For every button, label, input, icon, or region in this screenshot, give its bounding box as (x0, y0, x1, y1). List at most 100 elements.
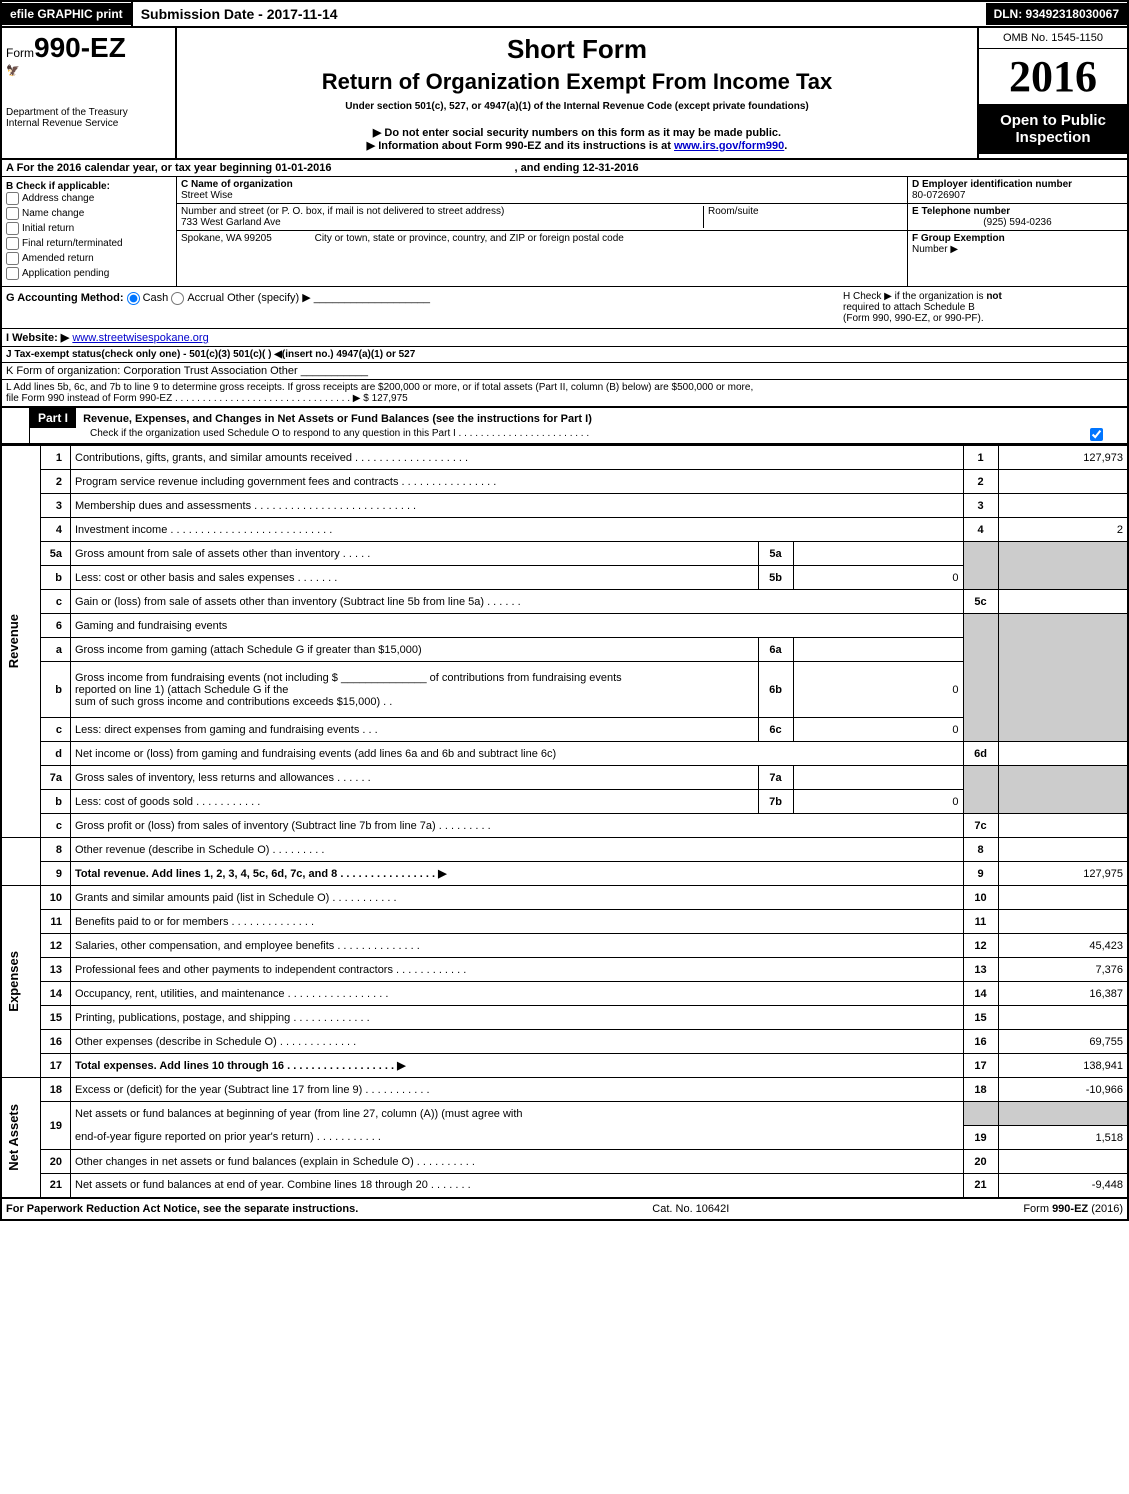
h-req: required to attach Schedule B (843, 302, 975, 313)
shaded-cell (963, 766, 998, 814)
address-change-label: Address change (22, 193, 94, 204)
right-line-num: 10 (963, 886, 998, 910)
amount-cell: 2 (998, 518, 1128, 542)
room-suite-label: Room/suite (708, 206, 903, 217)
l6b-desc3: reported on line 1) (attach Schedule G i… (75, 684, 288, 696)
cash-label: Cash (143, 292, 169, 304)
top-bar-left: efile GRAPHIC print Submission Date - 20… (2, 2, 346, 26)
page-footer: For Paperwork Reduction Act Notice, see … (0, 1199, 1129, 1221)
table-row: b Gross income from fundraising events (… (1, 662, 1128, 718)
amount-cell (998, 910, 1128, 934)
amount-cell: -10,966 (998, 1078, 1128, 1102)
line-num: 5a (41, 542, 71, 566)
right-line-num: 1 (963, 446, 998, 470)
cash-radio[interactable] (127, 292, 140, 305)
table-row: 7a Gross sales of inventory, less return… (1, 766, 1128, 790)
right-line-num: 16 (963, 1030, 998, 1054)
info-prefix: ▶ Information about Form 990-EZ and its … (367, 140, 674, 152)
line-desc: Total revenue. Add lines 1, 2, 3, 4, 5c,… (71, 862, 964, 886)
amount-cell: 7,376 (998, 958, 1128, 982)
line-desc: Other changes in net assets or fund bala… (71, 1150, 964, 1174)
amount-cell: 16,387 (998, 982, 1128, 1006)
shaded-cell (963, 614, 998, 742)
line-num: c (41, 590, 71, 614)
line-desc: Grants and similar amounts paid (list in… (71, 886, 964, 910)
table-row: 4 Investment income . . . . . . . . . . … (1, 518, 1128, 542)
shaded-amount (998, 766, 1128, 814)
f-group-number: Number ▶ (912, 244, 1123, 255)
table-row: 8 Other revenue (describe in Schedule O)… (1, 838, 1128, 862)
section-a-to-l: A For the 2016 calendar year, or tax yea… (0, 160, 1129, 408)
table-row: b Less: cost of goods sold . . . . . . .… (1, 790, 1128, 814)
table-row: 20 Other changes in net assets or fund b… (1, 1150, 1128, 1174)
right-line-num: 11 (963, 910, 998, 934)
mid-label: 6c (758, 718, 793, 742)
other-specify: Other (specify) ▶ (227, 292, 311, 304)
city-value: Spokane, WA 99205 (181, 233, 272, 244)
mid-label: 7b (758, 790, 793, 814)
line-desc: Net assets or fund balances at end of ye… (71, 1174, 964, 1198)
l6b-desc1: Gross income from fundraising events (no… (75, 672, 338, 684)
line-num: a (41, 638, 71, 662)
accrual-radio[interactable] (171, 292, 184, 305)
right-line-num: 21 (963, 1174, 998, 1198)
f-group-label: F Group Exemption (912, 233, 1123, 244)
irs-link[interactable]: www.irs.gov/form990 (674, 140, 784, 152)
city-box: Spokane, WA 99205 City or town, state or… (177, 231, 907, 246)
c-name-label: C Name of organization (181, 179, 903, 190)
expenses-vertical-label: Expenses (1, 886, 41, 1078)
name-change-checkbox[interactable] (6, 207, 19, 220)
amount-cell: 45,423 (998, 934, 1128, 958)
line-num: 1 (41, 446, 71, 470)
tax-year: 2016 (979, 49, 1127, 104)
table-row: Expenses 10 Grants and similar amounts p… (1, 886, 1128, 910)
line-desc: Other expenses (describe in Schedule O) … (71, 1030, 964, 1054)
line-num: b (41, 790, 71, 814)
check-if-applicable: B Check if applicable: Address change Na… (2, 177, 177, 286)
right-line-num: 14 (963, 982, 998, 1006)
final-return-checkbox[interactable] (6, 237, 19, 250)
shaded-cell (963, 542, 998, 590)
line-num: 18 (41, 1078, 71, 1102)
line-num: 12 (41, 934, 71, 958)
efile-print-button[interactable]: efile GRAPHIC print (2, 3, 131, 25)
footer-form-num: 990-EZ (1052, 1203, 1088, 1215)
line-num: 21 (41, 1174, 71, 1198)
website-link[interactable]: www.streetwisespokane.org (72, 332, 208, 344)
amended-return-checkbox[interactable] (6, 252, 19, 265)
initial-return-checkbox[interactable] (6, 222, 19, 235)
mid-value: 0 (793, 566, 963, 590)
table-row: d Net income or (loss) from gaming and f… (1, 742, 1128, 766)
num-street-value: 733 West Garland Ave (181, 217, 703, 228)
info-suffix: . (784, 140, 787, 152)
l-add-line1: L Add lines 5b, 6c, and 7b to line 9 to … (6, 382, 1123, 393)
line-num: 19 (41, 1102, 71, 1150)
open-to-public: Open to Public Inspection (979, 104, 1127, 154)
app-pending-checkbox[interactable] (6, 267, 19, 280)
info-about: ▶ Information about Form 990-EZ and its … (183, 139, 971, 152)
line-desc: Salaries, other compensation, and employ… (71, 934, 964, 958)
address-box: Number and street (or P. O. box, if mail… (177, 204, 907, 231)
right-line-num: 8 (963, 838, 998, 862)
d-ein-label: D Employer identification number (912, 179, 1123, 190)
revenue-vertical-label: Revenue (1, 446, 41, 838)
part-i-title: Revenue, Expenses, and Changes in Net As… (79, 411, 596, 427)
g-accounting: G Accounting Method: Cash Accrual Other … (6, 291, 843, 324)
right-line-num: 20 (963, 1150, 998, 1174)
k-form-org-row: K Form of organization: Corporation Trus… (2, 362, 1127, 379)
expenses-text: Expenses (6, 951, 21, 1012)
line-desc-19b: end-of-year figure reported on prior yea… (71, 1126, 964, 1150)
schedule-o-checkbox[interactable] (1090, 428, 1103, 441)
address-change-row: Address change (6, 192, 172, 205)
mid-value: 0 (793, 718, 963, 742)
b-check-label: B Check if applicable: (6, 181, 172, 192)
table-row: 17 Total expenses. Add lines 10 through … (1, 1054, 1128, 1078)
line-desc: Printing, publications, postage, and shi… (71, 1006, 964, 1030)
table-row: b Less: cost or other basis and sales ex… (1, 566, 1128, 590)
right-line-num: 17 (963, 1054, 998, 1078)
mid-label: 5a (758, 542, 793, 566)
address-change-checkbox[interactable] (6, 192, 19, 205)
amount-cell (998, 494, 1128, 518)
line-num: 13 (41, 958, 71, 982)
table-row: 15 Printing, publications, postage, and … (1, 1006, 1128, 1030)
